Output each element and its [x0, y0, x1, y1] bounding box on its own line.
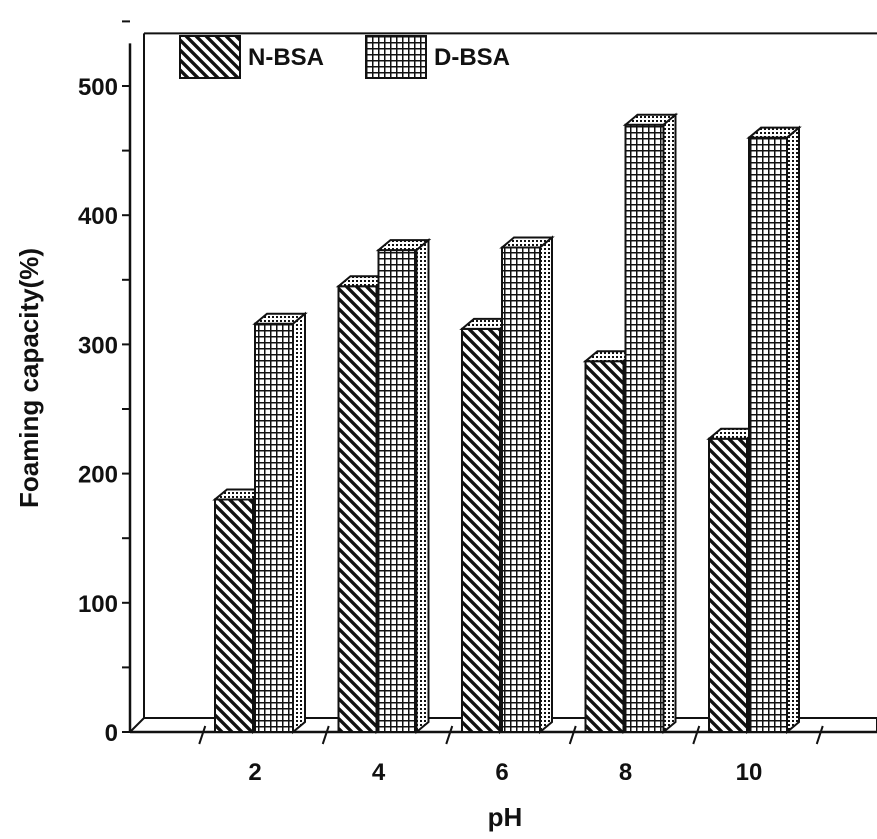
bar-front	[461, 327, 501, 733]
x-tick-label: 6	[495, 759, 508, 786]
y-axis-title: Foaming capacity(%)	[14, 248, 44, 508]
x-tick-label: 4	[372, 759, 386, 786]
legend-swatch	[179, 35, 241, 79]
y-tick-label: 200	[78, 462, 118, 489]
x-axis: 2 4 6 8 10	[130, 725, 877, 786]
y-tick-label: 0	[105, 720, 118, 747]
bar-side	[786, 125, 800, 735]
legend-item-n-bsa: N-BSA	[179, 35, 324, 79]
y-axis: 0 100 200 300 400 500	[78, 20, 132, 747]
x-axis-title: pH	[488, 802, 523, 832]
bar-front	[501, 246, 541, 733]
bar-d-bsa-4	[375, 237, 432, 735]
bar-front	[254, 322, 294, 733]
x-tick	[445, 725, 454, 745]
bar-front	[377, 249, 418, 733]
bar-front	[624, 123, 665, 733]
legend-label: N-BSA	[248, 44, 324, 71]
legend-item-d-bsa: D-BSA	[365, 35, 510, 79]
bar-d-bsa-8	[622, 112, 679, 735]
bar-front	[708, 437, 748, 733]
bar-side	[539, 235, 553, 735]
x-tick	[198, 725, 207, 745]
x-tick	[815, 725, 824, 745]
x-tick	[321, 725, 330, 745]
y-tick-label: 100	[78, 591, 118, 618]
bar-front	[337, 285, 378, 733]
bar-side	[415, 237, 430, 735]
y-tick-label: 400	[78, 203, 118, 230]
y-tick-label: 300	[78, 332, 118, 359]
x-tick	[568, 725, 577, 745]
legend-swatch	[365, 35, 427, 79]
legend: N-BSA D-BSA	[179, 35, 510, 79]
x-tick	[692, 725, 701, 745]
bar-front	[748, 136, 788, 733]
bar-front	[214, 498, 254, 733]
bar-d-bsa-10	[746, 125, 802, 735]
bar-side	[292, 311, 306, 735]
legend-label: D-BSA	[434, 44, 510, 71]
x-tick-label: 10	[736, 759, 763, 786]
bars	[212, 112, 802, 735]
bar-d-bsa-2	[252, 311, 308, 735]
y-tick-label: 500	[78, 74, 118, 101]
bar-front	[584, 360, 625, 733]
bar-d-bsa-6	[499, 235, 555, 735]
x-tick-label: 8	[619, 759, 632, 786]
bar-side	[662, 112, 677, 735]
x-tick-label: 2	[248, 759, 261, 786]
